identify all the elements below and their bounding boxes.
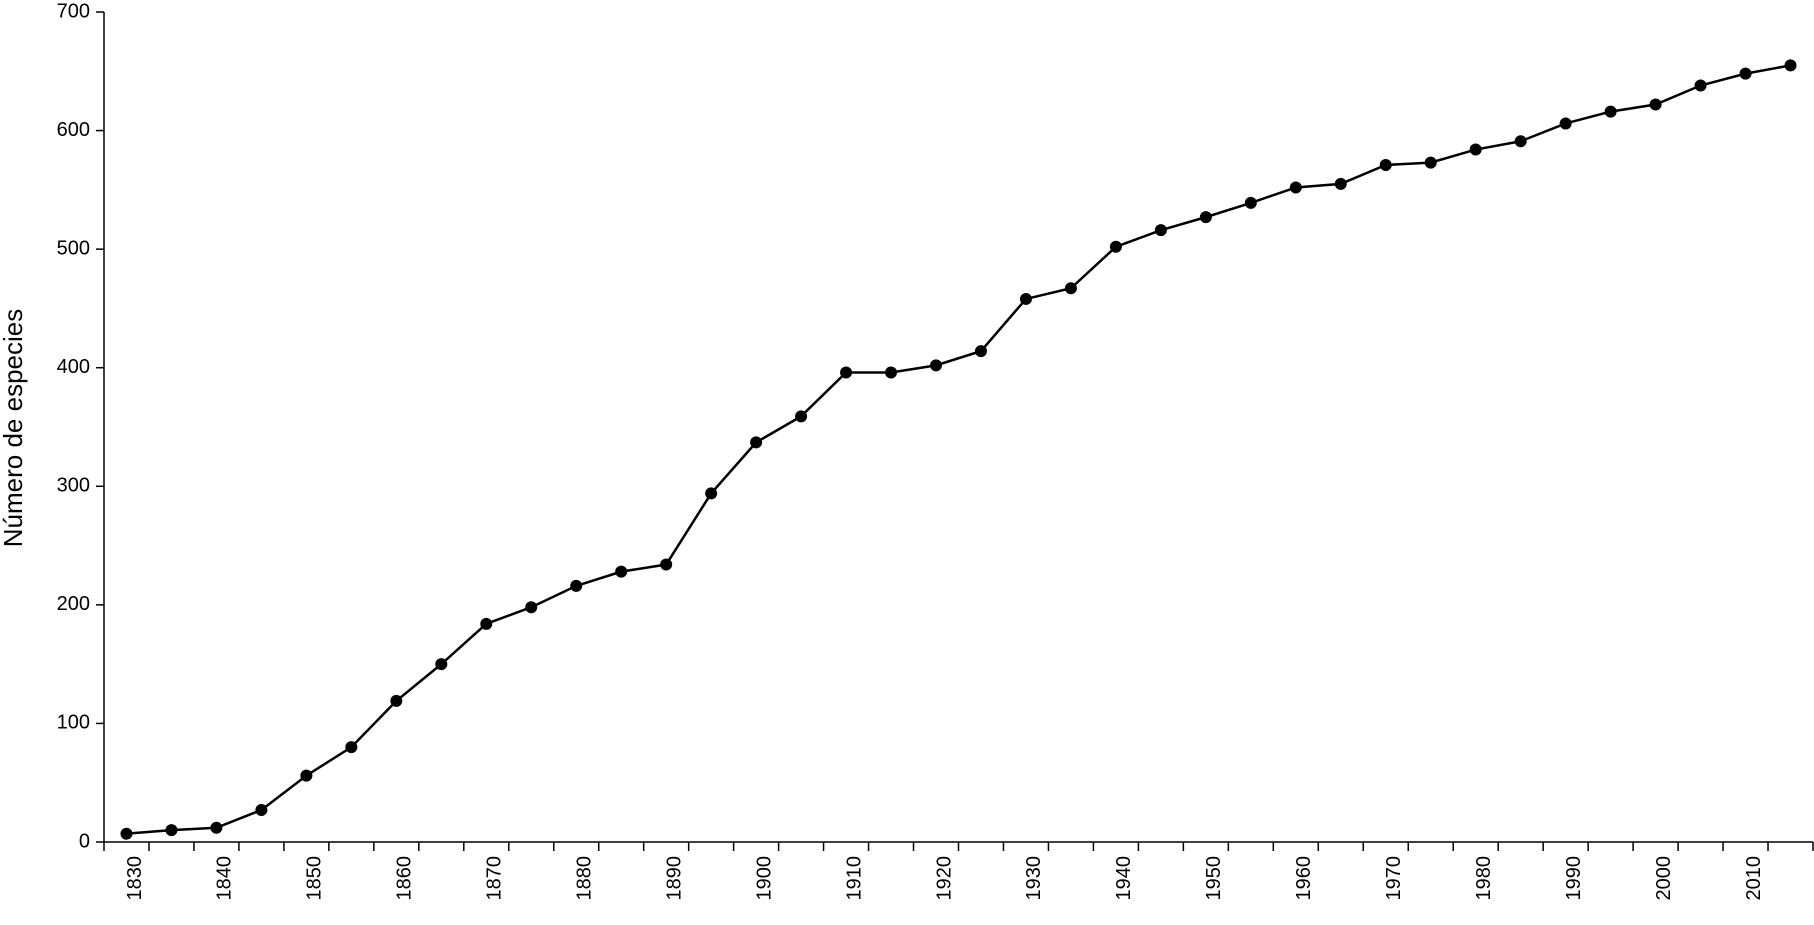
marker: [435, 658, 448, 671]
marker: [930, 359, 943, 372]
x-tick-label: 1890: [663, 856, 685, 901]
y-tick-label: 500: [57, 237, 90, 259]
x-tick-label: 1990: [1563, 856, 1585, 901]
marker: [1559, 117, 1572, 130]
y-tick-label: 300: [57, 475, 90, 497]
marker: [1379, 158, 1392, 171]
marker: [1244, 196, 1257, 209]
marker: [1334, 177, 1347, 190]
x-tick-label: 1870: [484, 856, 506, 901]
marker: [1064, 282, 1077, 295]
y-tick-label: 700: [57, 0, 90, 22]
marker: [750, 436, 763, 449]
marker: [1514, 135, 1527, 148]
marker: [1109, 240, 1122, 253]
line: [126, 64, 1791, 835]
x-tick-label: 1860: [394, 856, 416, 901]
marker: [480, 617, 493, 630]
x-tick-label: 1960: [1293, 856, 1315, 901]
marker: [705, 487, 718, 500]
x-tick-label: 1920: [933, 856, 955, 901]
marker: [1604, 105, 1617, 118]
marker: [210, 821, 223, 834]
marker: [120, 827, 133, 840]
y-axis-label: Número de especies: [0, 309, 28, 547]
marker: [1154, 224, 1167, 237]
x-tick-label: 2000: [1653, 856, 1675, 901]
marker: [1784, 59, 1797, 72]
marker: [570, 579, 583, 592]
y-tick-label: 600: [57, 119, 90, 141]
marker: [795, 410, 808, 423]
marker: [1289, 181, 1302, 194]
x-tick-label: 1900: [753, 856, 775, 901]
x-tick-label: 1980: [1473, 856, 1495, 901]
marker: [615, 565, 628, 578]
marker: [1199, 211, 1212, 224]
marker: [1694, 79, 1707, 92]
x-tick-label: 1930: [1023, 856, 1045, 901]
marker: [1649, 98, 1662, 111]
x-tick-label: 1910: [843, 856, 865, 901]
y-tick-label: 0: [79, 830, 90, 852]
marker: [1469, 143, 1482, 156]
x-tick-label: 1840: [214, 856, 236, 901]
y-tick-label: 200: [57, 593, 90, 615]
x-tick-label: 1850: [304, 856, 326, 901]
marker: [525, 601, 538, 614]
x-tick-label: 1970: [1383, 856, 1405, 901]
marker: [660, 558, 673, 571]
marker: [885, 366, 898, 379]
marker: [255, 803, 268, 816]
marker: [1019, 292, 1032, 305]
marker: [345, 741, 358, 754]
x-tick-label: 1940: [1113, 856, 1135, 901]
x-tick-label: 1950: [1203, 856, 1225, 901]
marker: [840, 366, 853, 379]
marker: [1424, 156, 1437, 169]
x-tick-label: 2010: [1743, 856, 1765, 901]
y-tick-label: 100: [57, 712, 90, 734]
marker: [300, 769, 313, 782]
x-tick-label: 1880: [574, 856, 596, 901]
y-tick-label: 400: [57, 356, 90, 378]
marker: [165, 824, 178, 837]
marker: [974, 345, 987, 358]
x-tick-label: 1830: [124, 856, 146, 901]
marker: [390, 694, 403, 707]
marker: [1739, 67, 1752, 80]
